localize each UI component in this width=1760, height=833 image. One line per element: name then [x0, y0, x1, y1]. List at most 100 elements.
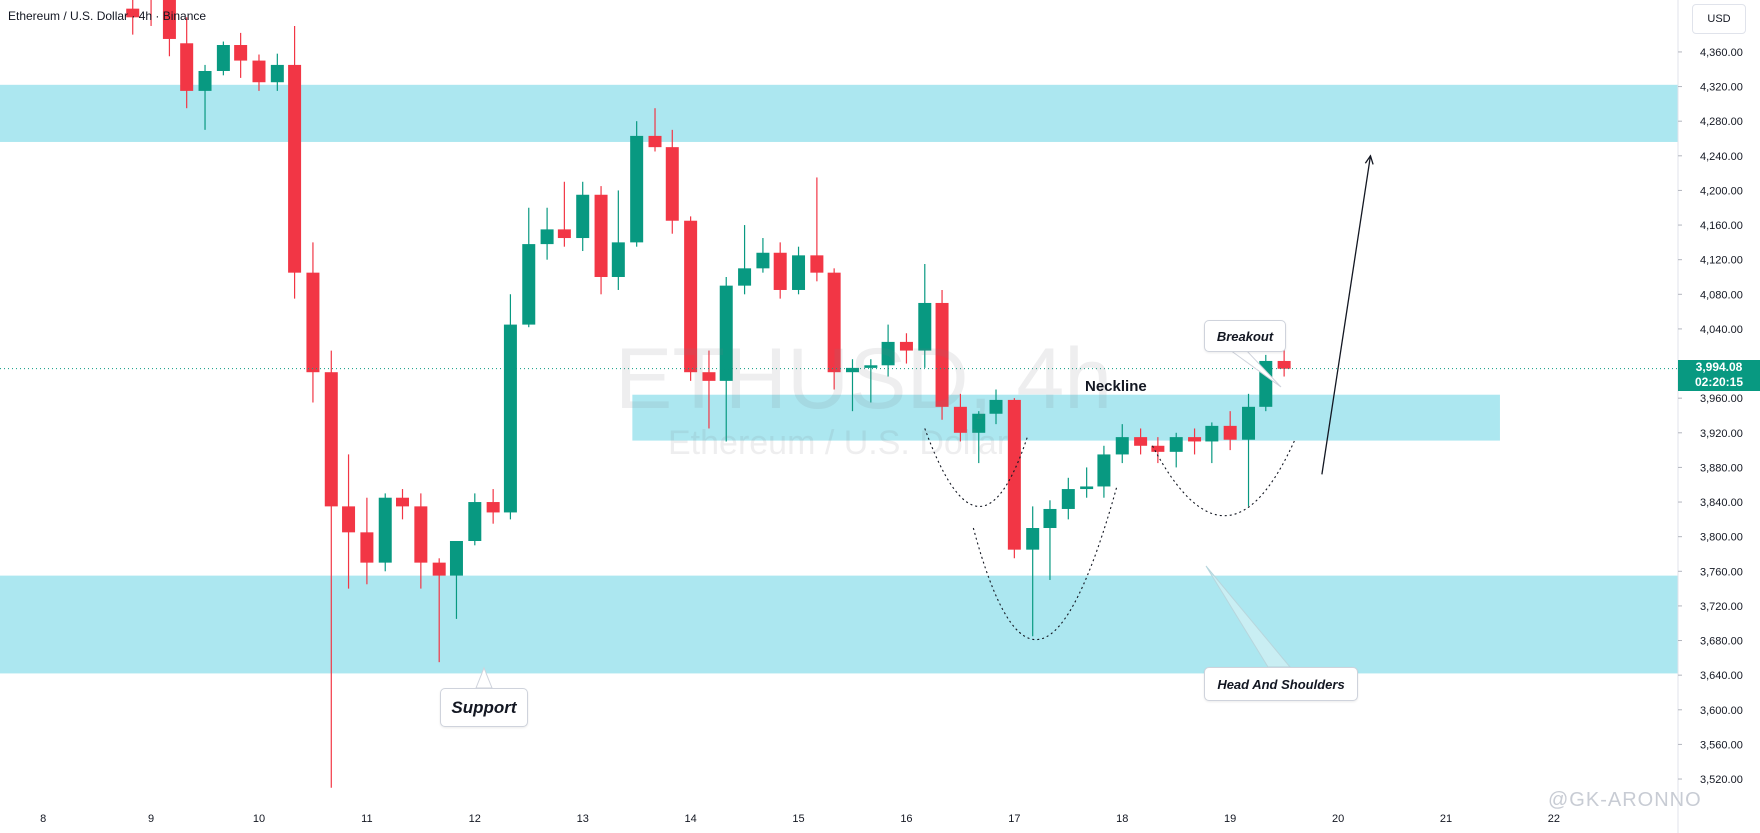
breakout-label: Breakout	[1216, 328, 1274, 344]
time-tick-label-13: 21	[1440, 813, 1452, 825]
bar-countdown: 02:20:15	[1694, 375, 1744, 389]
candle-0	[126, 0, 140, 35]
time-tick-label-12: 20	[1332, 813, 1344, 825]
candle-body-43	[899, 341, 913, 351]
candle-45	[935, 289, 949, 420]
candle-31	[684, 216, 698, 381]
candle-body-4	[198, 70, 212, 91]
candle-34	[738, 225, 752, 295]
candle-body-42	[881, 341, 895, 366]
candle-12	[342, 454, 356, 589]
left-shoulder-arc	[924, 428, 1028, 507]
candle-2	[162, 0, 176, 57]
candle-24	[557, 181, 571, 247]
time-tick-label-8: 16	[900, 813, 912, 825]
candle-18	[449, 540, 463, 619]
candle-17	[432, 558, 446, 663]
breakout-callout[interactable]: Breakout	[1204, 320, 1286, 352]
candle-body-46	[953, 406, 967, 433]
candle-body-27	[611, 242, 625, 277]
candle-body-0	[126, 8, 140, 18]
symbol-watermark-sub: Ethereum / U.S. Dollar	[668, 424, 1009, 462]
symbol-watermark: ETHUSD, 4h	[615, 331, 1113, 427]
candle-50	[1026, 506, 1040, 637]
candle-body-52	[1061, 489, 1075, 509]
candle-body-18	[449, 540, 463, 576]
candle-body-23	[540, 229, 554, 245]
zone-rect-2	[632, 394, 1500, 441]
candle-body-49	[1007, 399, 1021, 550]
candle-body-3	[180, 43, 194, 91]
price-tick-label-20: 4,320.00	[1700, 82, 1743, 94]
support-label: Support	[451, 697, 517, 717]
price-tick-label-13: 4,040.00	[1700, 324, 1743, 336]
candle-7	[252, 54, 266, 91]
candle-53	[1080, 467, 1094, 498]
candle-body-61	[1223, 425, 1237, 440]
time-tick-label-0: 8	[40, 813, 46, 825]
currency-button[interactable]: USD	[1692, 4, 1746, 34]
head-and-shoulders-callout[interactable]: Head And Shoulders	[1204, 667, 1358, 701]
time-tick-label-3: 11	[361, 813, 372, 825]
candle-11	[324, 350, 338, 788]
time-tick-label-14: 22	[1548, 813, 1560, 825]
projection-arrow-head	[1364, 154, 1374, 165]
candle-body-57	[1151, 445, 1165, 452]
time-tick-label-7: 15	[792, 813, 804, 825]
time-tick-label-5: 13	[577, 813, 589, 825]
candle-body-39	[827, 272, 841, 373]
author-watermark: @GK-ARONNO	[1548, 789, 1702, 811]
candle-body-25	[576, 194, 590, 239]
candle-body-41	[864, 365, 878, 368]
candle-5	[216, 41, 230, 76]
price-tick-label-9: 3,880.00	[1700, 462, 1743, 474]
candle-body-30	[665, 147, 679, 221]
price-tick-label-0: 3,520.00	[1700, 774, 1743, 786]
candle-body-50	[1026, 528, 1040, 550]
candle-54	[1097, 445, 1111, 498]
candle-10	[306, 242, 320, 403]
candle-body-21	[503, 324, 517, 513]
candle-body-33	[719, 285, 733, 381]
candle-56	[1134, 428, 1148, 455]
candle-37	[792, 246, 806, 295]
candle-49	[1007, 398, 1021, 559]
time-axis[interactable]: 8 9 10 11 12 13 14 15 16 17 18 19 20 21 22	[40, 813, 1560, 825]
support-callout[interactable]: Support	[440, 688, 528, 727]
candle-body-60	[1205, 425, 1219, 442]
price-tick-label-6: 3,760.00	[1700, 566, 1743, 578]
candle-body-11	[324, 372, 338, 507]
candle-38	[810, 177, 824, 282]
candle-19	[468, 493, 482, 546]
candle-body-44	[918, 302, 932, 351]
price-tick-label-4: 3,680.00	[1700, 636, 1743, 648]
time-tick-label-4: 12	[469, 813, 481, 825]
candle-43	[899, 333, 913, 364]
candle-44	[918, 264, 932, 368]
candle-1	[150, 0, 152, 26]
candle-42	[881, 324, 895, 377]
candle-22	[522, 207, 536, 328]
candle-body-53	[1080, 486, 1094, 490]
candle-3	[180, 17, 194, 109]
candle-body-5	[216, 45, 230, 71]
candle-40	[845, 359, 859, 412]
candle-body-56	[1134, 437, 1148, 446]
price-tick-label-21: 4,360.00	[1700, 47, 1743, 59]
candle-body-19	[468, 502, 482, 541]
candle-body-54	[1097, 454, 1111, 487]
last-price-tag: 3,994.08 02:20:15	[1678, 360, 1760, 391]
price-tick-label-1: 3,560.00	[1700, 739, 1743, 751]
candle-body-37	[792, 255, 806, 290]
price-tick-label-14: 4,080.00	[1700, 289, 1743, 301]
candle-32	[702, 350, 716, 429]
candle-body-59	[1188, 437, 1202, 442]
time-tick-label-11: 19	[1224, 813, 1236, 825]
price-axis[interactable]: 3,520.00 3,560.00 3,600.00 3,640.00 3,680.00…	[1677, 0, 1760, 833]
candle-57	[1151, 437, 1165, 464]
candle-body-38	[810, 255, 824, 273]
time-tick-label-6: 14	[684, 813, 696, 825]
candle-8	[270, 53, 284, 91]
price-tick-label-7: 3,800.00	[1700, 532, 1743, 544]
